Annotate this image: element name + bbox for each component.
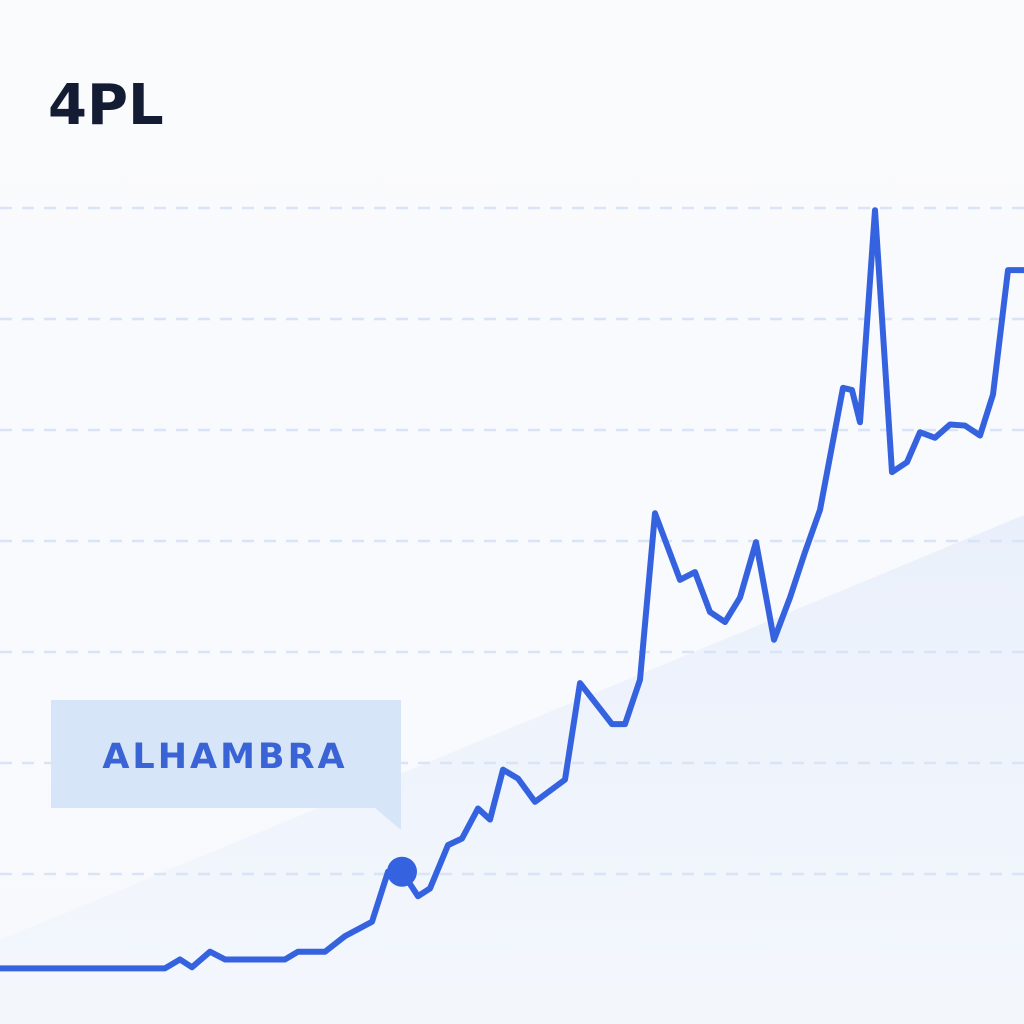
annotation: ALHAMBRA [51, 700, 401, 830]
annotation-point [387, 856, 417, 887]
footer-band [0, 985, 1024, 1024]
line [0, 207, 1024, 972]
decor-area [0, 515, 1024, 1024]
annotation-box [51, 700, 401, 830]
annotation-label: ALHAMBRA [102, 737, 347, 777]
chart-title: 4PL [48, 73, 164, 138]
